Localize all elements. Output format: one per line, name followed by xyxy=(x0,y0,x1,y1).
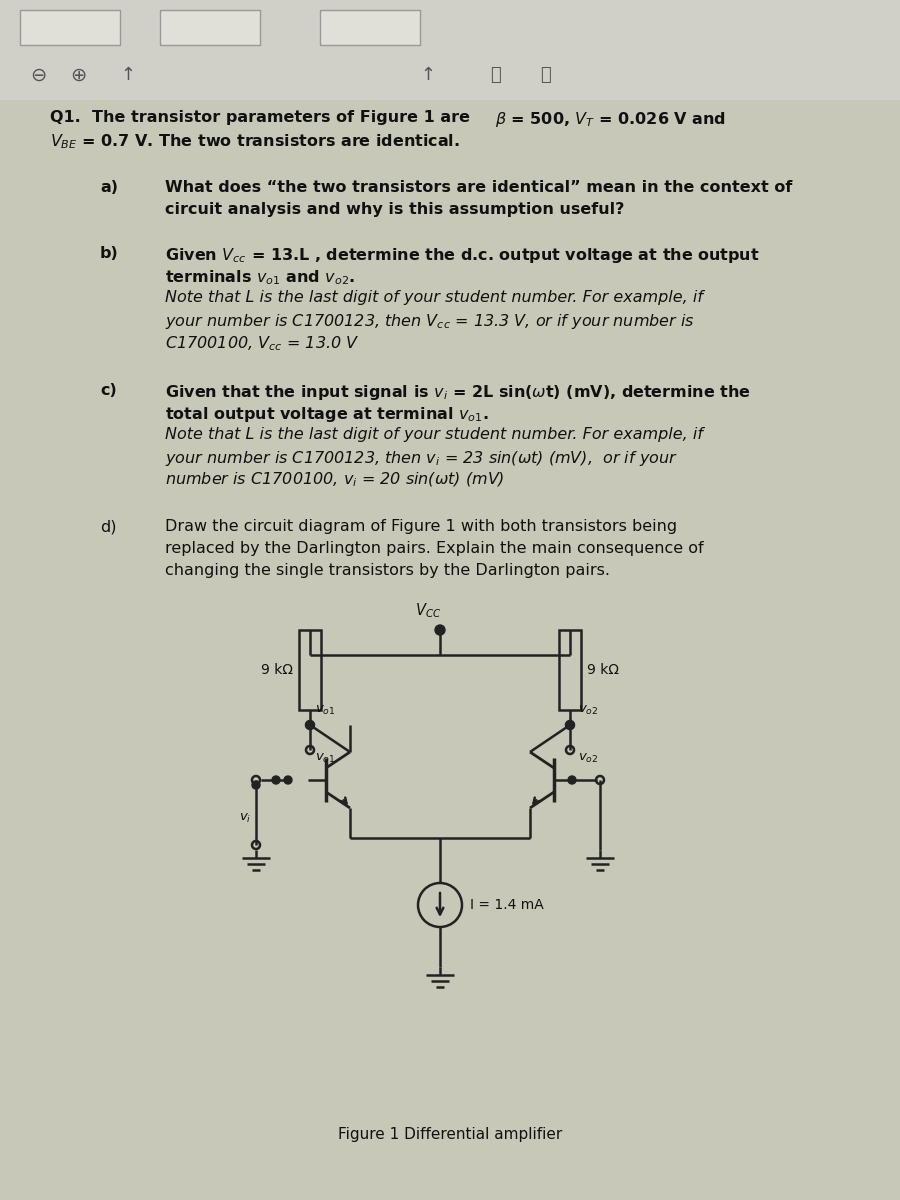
Text: $V_{CC}$: $V_{CC}$ xyxy=(415,601,441,620)
Bar xyxy=(559,630,581,710)
Text: number is C1700100, $v_i$ = 20 sin($\omega$t) (mV): number is C1700100, $v_i$ = 20 sin($\ome… xyxy=(165,470,505,490)
Circle shape xyxy=(284,776,292,784)
Text: your number is C1700123, then $V_{cc}$ = 13.3 V, or if your number is: your number is C1700123, then $V_{cc}$ =… xyxy=(165,312,695,331)
Bar xyxy=(160,10,260,44)
Text: What does “the two transistors are identical” mean in the context of: What does “the two transistors are ident… xyxy=(165,180,792,196)
Circle shape xyxy=(566,721,574,728)
Text: $v_i$: $v_i$ xyxy=(238,812,251,826)
Text: ⌕: ⌕ xyxy=(540,66,551,84)
Text: Note that L is the last digit of your student number. For example, if: Note that L is the last digit of your st… xyxy=(165,290,703,305)
Text: ↑: ↑ xyxy=(120,66,135,84)
Text: $v_{o2}$: $v_{o2}$ xyxy=(578,704,599,716)
Text: ⊖: ⊖ xyxy=(30,66,47,84)
Text: a): a) xyxy=(100,180,118,196)
Text: changing the single transistors by the Darlington pairs.: changing the single transistors by the D… xyxy=(165,563,610,578)
Circle shape xyxy=(272,776,280,784)
Circle shape xyxy=(252,781,260,790)
Bar xyxy=(299,630,321,710)
Text: Given $V_{cc}$ = 13.L , determine the d.c. output voltage at the output: Given $V_{cc}$ = 13.L , determine the d.… xyxy=(165,246,760,265)
Text: circuit analysis and why is this assumption useful?: circuit analysis and why is this assumpt… xyxy=(165,203,625,217)
Bar xyxy=(0,0,900,100)
Text: I = 1.4 mA: I = 1.4 mA xyxy=(470,898,544,912)
Text: Note that L is the last digit of your student number. For example, if: Note that L is the last digit of your st… xyxy=(165,427,703,442)
Text: total output voltage at terminal $v_{o1}$.: total output voltage at terminal $v_{o1}… xyxy=(165,404,489,424)
Text: Q1.  The transistor parameters of Figure 1 are: Q1. The transistor parameters of Figure … xyxy=(50,110,475,125)
Text: $\beta$ = 500, $V_T$ = 0.026 V and: $\beta$ = 500, $V_T$ = 0.026 V and xyxy=(495,110,726,128)
Text: Draw the circuit diagram of Figure 1 with both transistors being: Draw the circuit diagram of Figure 1 wit… xyxy=(165,520,677,534)
Text: c): c) xyxy=(100,383,117,397)
Text: 9 kΩ: 9 kΩ xyxy=(261,662,293,677)
Text: $v_{o1}$: $v_{o1}$ xyxy=(315,752,336,766)
Text: $V_{BE}$ = 0.7 V. The two transistors are identical.: $V_{BE}$ = 0.7 V. The two transistors ar… xyxy=(50,132,460,151)
Text: $v_{o2}$: $v_{o2}$ xyxy=(578,752,599,766)
Text: ↑: ↑ xyxy=(420,66,435,84)
Text: $v_{o1}$: $v_{o1}$ xyxy=(315,704,336,716)
Text: d): d) xyxy=(100,520,116,534)
Circle shape xyxy=(568,776,576,784)
Text: Given that the input signal is $v_i$ = 2L sin($\omega$t) (mV), determine the: Given that the input signal is $v_i$ = 2… xyxy=(165,383,751,402)
Text: your number is C1700123, then $v_i$ = 23 sin($\omega$t) (mV),  or if your: your number is C1700123, then $v_i$ = 23… xyxy=(165,449,678,468)
Text: terminals $v_{o1}$ and $v_{o2}$.: terminals $v_{o1}$ and $v_{o2}$. xyxy=(165,269,356,287)
Bar xyxy=(320,10,420,44)
Circle shape xyxy=(306,721,314,728)
Text: C1700100, $V_{cc}$ = 13.0 V: C1700100, $V_{cc}$ = 13.0 V xyxy=(165,335,359,353)
Text: replaced by the Darlington pairs. Explain the main consequence of: replaced by the Darlington pairs. Explai… xyxy=(165,541,704,556)
Text: b): b) xyxy=(100,246,119,262)
Bar xyxy=(20,10,120,44)
Text: 9 kΩ: 9 kΩ xyxy=(587,662,619,677)
Text: ⊕: ⊕ xyxy=(70,66,86,84)
Text: Ⓐ: Ⓐ xyxy=(490,66,500,84)
Text: Figure 1 Differential amplifier: Figure 1 Differential amplifier xyxy=(338,1128,562,1142)
Circle shape xyxy=(435,625,445,635)
